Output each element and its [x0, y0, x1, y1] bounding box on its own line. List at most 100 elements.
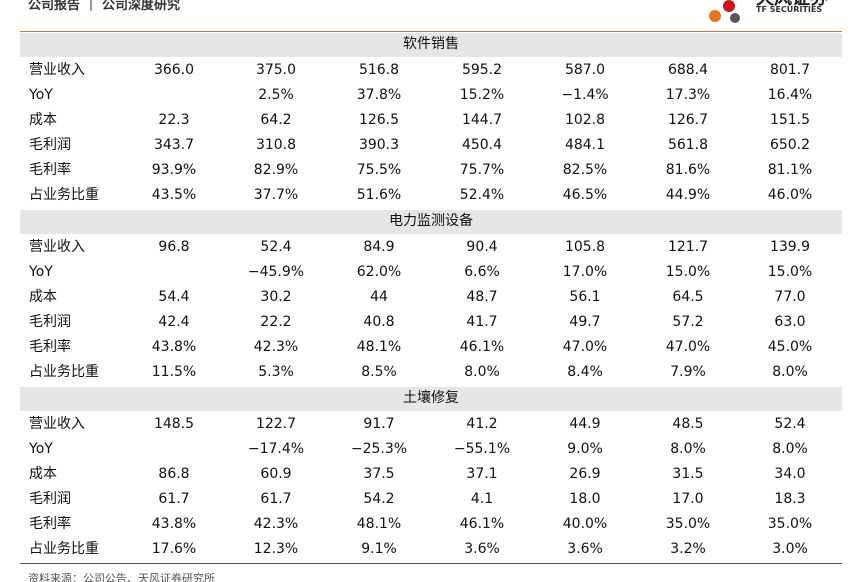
cell: 44	[370, 289, 388, 305]
section-band	[20, 210, 842, 234]
cell: −55.1%	[453, 441, 511, 457]
cell: 56.1	[569, 289, 601, 305]
cell: 35.0%	[665, 516, 711, 532]
cell: 8.0%	[670, 441, 706, 457]
cell: 96.8	[158, 239, 190, 255]
cell: 18.0	[569, 491, 601, 507]
cell: 144.7	[461, 112, 503, 128]
row-label: 毛利润	[29, 314, 71, 330]
row-label: 毛利润	[29, 491, 71, 507]
cell: 52.4	[260, 239, 292, 255]
row-label: YoY	[29, 441, 53, 457]
cell: 57.2	[672, 314, 704, 330]
cell: 42.4	[158, 314, 190, 330]
cell: 81.6%	[665, 162, 711, 178]
row-label: 占业务比重	[29, 541, 99, 557]
cell: 42.3%	[253, 516, 299, 532]
cell: 5.3%	[258, 364, 294, 380]
cell: 8.0%	[772, 441, 808, 457]
cell: 35.0%	[767, 516, 813, 532]
cell: 516.8	[358, 62, 400, 78]
cell: 48.5	[672, 416, 704, 432]
cell: 650.2	[769, 137, 811, 153]
cell: 52.4%	[459, 187, 505, 203]
cell: 52.4	[774, 416, 806, 432]
cell: 48.1%	[356, 339, 402, 355]
logo-text: 天风证券	[756, 0, 828, 11]
cell: 3.6%	[464, 541, 500, 557]
row-label: 毛利润	[29, 137, 71, 153]
cell: 151.5	[769, 112, 811, 128]
cell: 15.0%	[665, 264, 711, 280]
cell: 17.6%	[151, 541, 197, 557]
row-label: 营业收入	[29, 62, 85, 78]
cell: 46.1%	[459, 339, 505, 355]
cell: 17.3%	[665, 87, 711, 103]
cell: 26.9	[569, 466, 601, 482]
cell: 15.2%	[459, 87, 505, 103]
cell: 8.5%	[361, 364, 397, 380]
cell: 37.5	[363, 466, 395, 482]
row-label: 毛利率	[29, 339, 71, 355]
cell: 561.8	[667, 137, 709, 153]
cell: 77.0	[774, 289, 806, 305]
cell: 61.7	[158, 491, 190, 507]
cell: 121.7	[667, 239, 709, 255]
cell: 86.8	[158, 466, 190, 482]
cell: 343.7	[153, 137, 195, 153]
cell: 41.7	[466, 314, 498, 330]
cell: 366.0	[153, 62, 195, 78]
cell: 102.8	[564, 112, 606, 128]
table-bottom-rule	[20, 563, 842, 564]
cell: 48.1%	[356, 516, 402, 532]
cell: 63.0	[774, 314, 806, 330]
row-label: 毛利率	[29, 516, 71, 532]
cell: 148.5	[153, 416, 195, 432]
cell: 44.9%	[665, 187, 711, 203]
cell: 47.0%	[665, 339, 711, 355]
cell: 46.5%	[562, 187, 608, 203]
cell: 46.0%	[767, 187, 813, 203]
cell: 8.0%	[772, 364, 808, 380]
cell: 49.7	[569, 314, 601, 330]
cell: 48.7	[466, 289, 498, 305]
row-label: 成本	[29, 289, 57, 305]
row-label: 成本	[29, 466, 57, 482]
logo-icon	[709, 0, 740, 23]
cell: 12.3%	[253, 541, 299, 557]
cell: 60.9	[260, 466, 292, 482]
cell: 61.7	[260, 491, 292, 507]
cell: 11.5%	[151, 364, 197, 380]
section-title: 土壤修复	[403, 390, 459, 406]
cell: 22.3	[158, 112, 190, 128]
cell: −17.4%	[247, 441, 305, 457]
cell: 801.7	[769, 62, 811, 78]
cell: 7.9%	[670, 364, 706, 380]
row-label: 占业务比重	[29, 187, 99, 203]
cell: 8.0%	[464, 364, 500, 380]
cell: 40.8	[363, 314, 395, 330]
cell: 84.9	[363, 239, 395, 255]
section-title: 电力监测设备	[389, 213, 473, 229]
cell: 595.2	[461, 62, 503, 78]
cell: 75.7%	[459, 162, 505, 178]
cell: 3.0%	[772, 541, 808, 557]
cell: 126.5	[358, 112, 400, 128]
cell: 93.9%	[151, 162, 197, 178]
cell: 688.4	[667, 62, 709, 78]
cell: 43.8%	[151, 516, 197, 532]
cell: 16.4%	[767, 87, 813, 103]
cell: 45.0%	[767, 339, 813, 355]
row-label: 毛利率	[29, 162, 71, 178]
cell: 42.3%	[253, 339, 299, 355]
cell: 40.0%	[562, 516, 608, 532]
cell: 30.2	[260, 289, 292, 305]
cell: −25.3%	[350, 441, 408, 457]
cell: 82.5%	[562, 162, 608, 178]
cell: 31.5	[672, 466, 704, 482]
cell: 90.4	[466, 239, 498, 255]
header-rule	[20, 31, 842, 32]
cell: 17.0	[672, 491, 704, 507]
cell: 390.3	[358, 137, 400, 153]
